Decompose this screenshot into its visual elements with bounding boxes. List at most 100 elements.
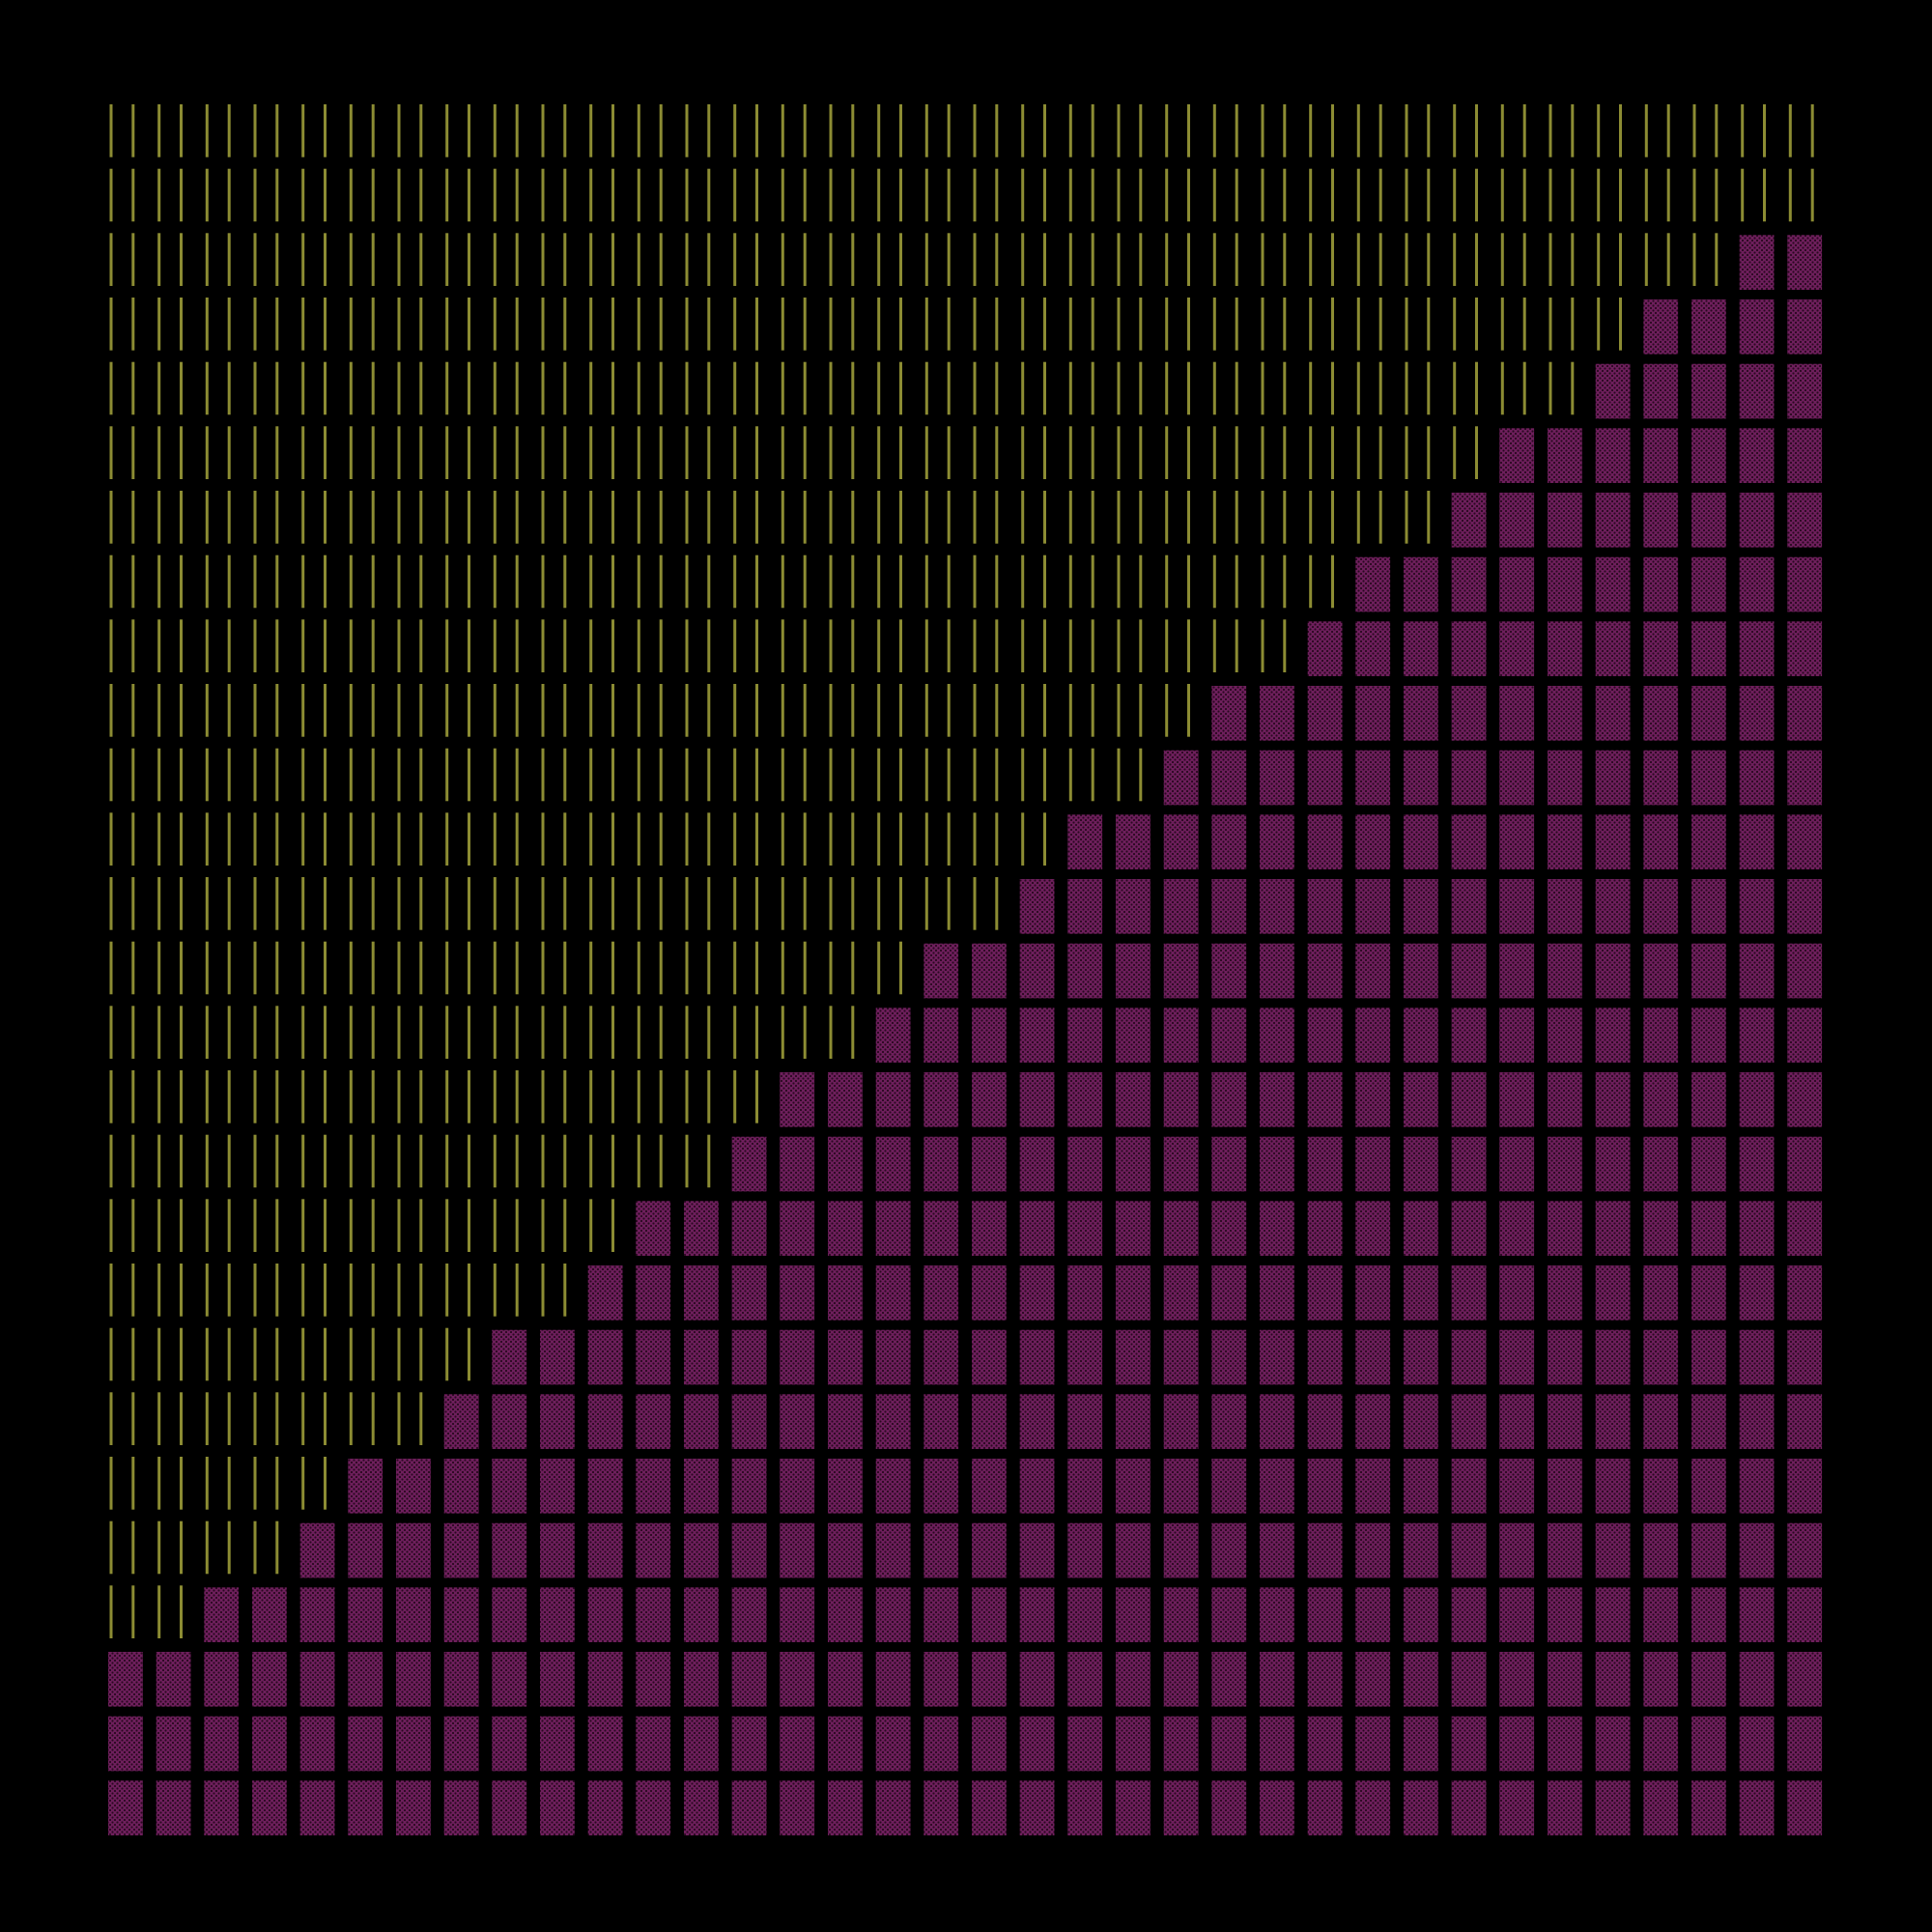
pattern-block [1355,556,1391,612]
pattern-block [1019,879,1055,934]
pattern-block [1019,1459,1055,1514]
pattern-block [1499,943,1535,999]
pattern-block [587,1459,623,1514]
pattern-block [1595,1329,1631,1385]
pattern-block [1404,1587,1438,1642]
pattern-block [1260,1394,1294,1449]
pattern-block [587,1652,623,1707]
pattern-block [1211,1201,1247,1256]
pattern-block [731,1716,767,1772]
pattern-block [1116,1652,1151,1707]
pattern-block [1548,1394,1582,1449]
pattern-block [1211,686,1247,741]
pattern-block [636,1201,671,1256]
pattern-block [443,1652,479,1707]
pattern-block [1307,1780,1343,1835]
pattern-block [1451,943,1487,999]
pattern-block [1355,1072,1391,1127]
pattern-block [1355,1716,1391,1772]
pattern-block [1595,750,1631,806]
pattern-block [923,1587,959,1642]
pattern-block [1691,299,1726,355]
pattern-block [1019,1329,1055,1385]
pattern-block [156,1652,191,1707]
pattern-block [1404,1136,1438,1192]
pattern-block [587,1522,623,1578]
pattern-block [1787,556,1823,612]
pattern-block [348,1652,384,1707]
pattern-block [1307,1008,1343,1063]
pattern-block [540,1522,575,1578]
pattern-block [780,1459,815,1514]
pattern-block [1260,1522,1294,1578]
pattern-block [1163,1072,1199,1127]
pattern-block [1739,1394,1775,1449]
pattern-block [1451,1201,1487,1256]
pattern-block [1019,1522,1055,1578]
pattern-block [443,1716,479,1772]
pattern-block [1643,493,1679,548]
pattern-block [923,1072,959,1127]
pattern-block [443,1459,479,1514]
pattern-block [1067,1652,1103,1707]
pattern-block [1163,879,1199,934]
pattern-block [1163,1780,1199,1835]
pattern-block [972,1201,1007,1256]
block-staircase [108,235,1823,1835]
pattern-block [540,1716,575,1772]
pattern-block [923,943,959,999]
pattern-block [780,1394,815,1449]
pattern-block [1451,1072,1487,1127]
pattern-block [443,1522,479,1578]
pattern-block [636,1587,671,1642]
pattern-block [1307,1265,1343,1321]
pattern-block [1787,235,1823,290]
pattern-block [1595,363,1631,419]
pattern-block [1307,1459,1343,1514]
pattern-block [587,1265,623,1321]
pattern-block [1499,1072,1535,1127]
pattern-block [1019,1716,1055,1772]
pattern-block [1404,1716,1438,1772]
pattern-block [1643,1394,1679,1449]
pattern-block [1691,1587,1726,1642]
pattern-block [1787,1008,1823,1063]
pattern-block [972,1522,1007,1578]
pattern-block [1260,750,1294,806]
pattern-block [1355,879,1391,934]
pattern-block [1643,943,1679,999]
pattern-block [1355,1136,1391,1192]
pattern-block [1739,235,1775,290]
pattern-block [1787,879,1823,934]
pattern-block [1116,879,1151,934]
pattern-block [1067,1329,1103,1385]
pattern-block [1067,1265,1103,1321]
pattern-block [731,1587,767,1642]
pattern-block [1211,1136,1247,1192]
pattern-block [1739,1459,1775,1514]
pattern-block [1595,556,1631,612]
pattern-block [1163,1008,1199,1063]
pattern-block [684,1522,719,1578]
pattern-block [1307,686,1343,741]
pattern-block [1548,814,1582,869]
pattern-block [1163,1136,1199,1192]
pattern-block [1787,1522,1823,1578]
pattern-block [875,1329,911,1385]
pattern-block [1211,879,1247,934]
pattern-block [492,1652,527,1707]
pattern-block [540,1394,575,1449]
stripe-field [109,104,1814,1638]
pattern-block [299,1716,335,1772]
pattern-block [636,1459,671,1514]
pattern-block [1548,1265,1582,1321]
pattern-block [1548,1008,1582,1063]
pattern-block [1019,943,1055,999]
pattern-block [731,1459,767,1514]
pattern-block [1499,556,1535,612]
pattern-block [684,1780,719,1835]
pattern-block [875,1201,911,1256]
pattern-block [731,1522,767,1578]
pattern-block [1643,621,1679,676]
pattern-block [108,1780,143,1835]
